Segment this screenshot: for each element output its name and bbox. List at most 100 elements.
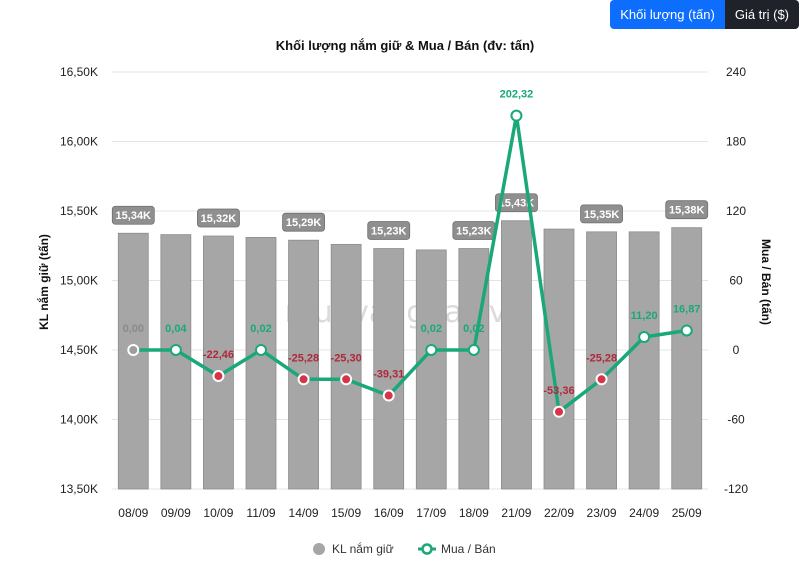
left-axis-ticks: 13,50K 14,00K 14,50K 15,00K 15,50K 16,00K 16,5… xyxy=(60,65,98,496)
chart-title: Khối lượng nắm giữ & Mua / Bán (đv: tấn) xyxy=(276,38,534,53)
line-point xyxy=(425,343,438,356)
grid-lines xyxy=(112,71,708,490)
right-tick-label: 180 xyxy=(726,135,746,149)
bar-label-box xyxy=(282,212,325,232)
bar-value-label: 15,23K xyxy=(367,221,411,240)
bar-labels: 15,34K 15,32K 15,29K 15,23K 15,23K 15,43K 15,3… xyxy=(111,193,709,240)
x-tick-label: 16/09 xyxy=(374,506,404,520)
line-point-label: 11,20 xyxy=(631,310,658,322)
bar-label-box xyxy=(197,208,240,228)
left-tick-label: 14,50K xyxy=(60,343,98,357)
line-path xyxy=(133,113,687,414)
bar xyxy=(543,228,575,490)
tab-value[interactable]: Giá trị ($) xyxy=(724,0,799,29)
x-tick-label: 09/09 xyxy=(161,506,191,520)
line-point xyxy=(595,373,608,386)
bar xyxy=(117,232,149,490)
right-tick-label: 240 xyxy=(726,65,746,79)
x-tick-label: 21/09 xyxy=(501,506,531,520)
left-tick-label: 13,50K xyxy=(60,482,98,496)
x-tick-label: 23/09 xyxy=(587,506,617,520)
x-tick-label: 24/09 xyxy=(629,506,659,520)
line-series: 0,00 0,04 -22,46 0,02 -25,28 -25,30 -39,31 0,02… xyxy=(123,89,701,418)
bar-value-label: 15,29K xyxy=(282,212,325,232)
right-axis-title: Mua / Bán (tấn) xyxy=(759,239,773,325)
line-point-label: 0,02 xyxy=(463,323,484,335)
bar-value-label: 15,38K xyxy=(665,200,709,220)
line-point-label: -39,31 xyxy=(373,369,404,381)
bar-label-text: 15,23K xyxy=(371,226,407,238)
line-point-label: -22,46 xyxy=(203,349,234,361)
legend-line-marker xyxy=(421,543,433,555)
x-tick-label: 15/09 xyxy=(331,506,361,520)
line-point-label: -25,30 xyxy=(331,352,362,364)
line-point xyxy=(127,344,140,356)
right-tick-label: -60 xyxy=(727,413,745,427)
line-point xyxy=(255,343,267,356)
bar-value-label: 15,34K xyxy=(111,205,155,225)
x-tick-label: 17/09 xyxy=(416,506,446,520)
bar-value-label: 15,23K xyxy=(452,221,496,240)
bar-label-box xyxy=(111,205,155,225)
left-axis-title: KL nắm giữ (tấn) xyxy=(36,234,51,330)
line-point-label: -25,28 xyxy=(586,352,617,364)
line-point xyxy=(169,343,182,356)
bar xyxy=(160,234,192,490)
bar xyxy=(203,235,234,490)
legend-line-label[interactable]: Mua / Bán xyxy=(441,542,496,556)
bar-value-label: 15,35K xyxy=(580,204,623,224)
line-point xyxy=(467,343,480,356)
line-point-label: 202,32 xyxy=(500,89,534,101)
bar-value-label: 15,32K xyxy=(197,208,240,228)
x-tick-label: 18/09 xyxy=(459,506,489,520)
right-tick-label: -120 xyxy=(724,482,748,496)
watermark: muavangbac.vn xyxy=(284,295,525,330)
line-point-label: -53,36 xyxy=(543,385,574,397)
legend: KL nắm giữ Mua / Bán xyxy=(313,541,496,556)
bars xyxy=(117,220,703,490)
bar-label-box xyxy=(665,200,709,220)
bar xyxy=(288,239,319,490)
legend-bar-swatch xyxy=(313,543,325,555)
right-tick-label: 60 xyxy=(729,274,743,288)
x-tick-label: 10/09 xyxy=(203,506,233,520)
bar-label-text: 15,35K xyxy=(584,209,620,221)
x-tick-label: 22/09 xyxy=(544,506,574,520)
bar xyxy=(501,220,532,490)
bar-label-text: 15,34K xyxy=(116,210,152,222)
line-point-label: 0,00 xyxy=(123,323,144,335)
line-point xyxy=(638,331,651,344)
bar xyxy=(245,237,277,490)
right-axis-ticks: -120 -60 0 60 120 180 240 xyxy=(724,65,748,496)
bar xyxy=(586,231,617,490)
bar xyxy=(330,243,362,490)
bar xyxy=(628,231,660,490)
bar xyxy=(671,227,703,490)
bar-label-text: 15,43K xyxy=(499,198,535,210)
line-point-label: 0,02 xyxy=(421,323,442,335)
line-point xyxy=(212,370,225,383)
left-tick-label: 15,00K xyxy=(60,274,98,288)
line-point xyxy=(382,389,395,402)
bar xyxy=(373,248,405,490)
x-axis-ticks: 08/09 09/09 10/09 11/09 14/09 15/09 16/09 17/09… xyxy=(118,506,702,520)
right-tick-label: 0 xyxy=(733,343,740,357)
line-point-label: 16,87 xyxy=(673,303,701,315)
bar-label-box xyxy=(580,204,623,224)
line-point-label: 0,02 xyxy=(250,323,271,335)
bar-label-text: 15,29K xyxy=(286,217,322,229)
line-point-label: 0,04 xyxy=(165,323,187,335)
line-point xyxy=(553,405,565,418)
left-tick-label: 15,50K xyxy=(60,204,98,218)
line-point xyxy=(510,109,523,122)
line-point-label: -25,28 xyxy=(288,352,319,364)
line-point xyxy=(297,373,310,386)
bar xyxy=(415,249,447,490)
x-tick-label: 08/09 xyxy=(118,506,148,520)
line-point xyxy=(680,324,693,337)
bar-label-text: 15,32K xyxy=(201,213,237,225)
tab-volume[interactable]: Khối lượng (tấn) xyxy=(610,0,725,29)
view-toggle: Khối lượng (tấn) Giá trị ($) xyxy=(610,0,799,29)
legend-bar-label[interactable]: KL nắm giữ xyxy=(332,541,394,556)
